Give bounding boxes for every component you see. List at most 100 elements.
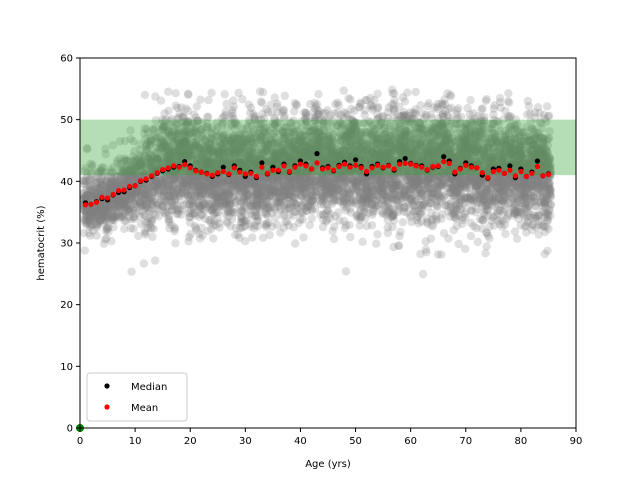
raw-point	[113, 201, 123, 210]
raw-point	[91, 183, 100, 192]
raw-point	[112, 206, 122, 215]
raw-point	[91, 178, 101, 187]
raw-point	[96, 184, 105, 193]
raw-point	[116, 212, 125, 221]
raw-point	[96, 185, 106, 194]
raw-point	[108, 204, 118, 213]
raw-point	[127, 267, 136, 276]
raw-point	[90, 208, 99, 217]
raw-point	[96, 213, 106, 222]
raw-point	[84, 189, 93, 198]
raw-point	[108, 206, 117, 215]
raw-point	[92, 202, 102, 211]
raw-point	[80, 192, 89, 201]
raw-point	[108, 215, 118, 224]
raw-point	[93, 208, 103, 217]
raw-point	[99, 171, 108, 180]
raw-point	[98, 207, 108, 216]
raw-point	[115, 203, 124, 212]
raw-point	[93, 188, 103, 198]
raw-point	[87, 207, 97, 216]
raw-point	[115, 198, 125, 207]
raw-point	[85, 212, 94, 221]
raw-point	[81, 207, 91, 216]
raw-point	[82, 176, 91, 186]
raw-point	[164, 106, 173, 115]
raw-point	[94, 185, 103, 194]
raw-point	[101, 214, 110, 224]
raw-point	[115, 196, 125, 206]
raw-point	[85, 219, 95, 229]
raw-point	[104, 222, 113, 231]
raw-point	[92, 205, 101, 214]
raw-point	[112, 179, 122, 188]
raw-point	[110, 216, 119, 225]
raw-point	[107, 215, 117, 224]
raw-point	[107, 178, 116, 187]
raw-point	[112, 196, 121, 206]
raw-point	[97, 181, 106, 190]
raw-point	[109, 200, 118, 209]
raw-point	[101, 202, 111, 212]
raw-point	[373, 230, 382, 239]
raw-point	[99, 214, 109, 223]
raw-point	[109, 182, 118, 192]
raw-point	[107, 212, 117, 222]
raw-point	[92, 202, 101, 212]
raw-point	[99, 212, 108, 221]
raw-point	[107, 178, 116, 187]
raw-point	[116, 195, 125, 205]
raw-point	[91, 191, 100, 200]
raw-point	[87, 187, 97, 196]
raw-point	[96, 166, 105, 176]
raw-point	[83, 168, 92, 178]
raw-point	[339, 86, 348, 95]
raw-point	[85, 211, 94, 220]
raw-point	[87, 206, 96, 216]
plot-background	[80, 58, 576, 428]
raw-point	[87, 185, 97, 194]
raw-point	[110, 204, 120, 213]
raw-point	[92, 214, 101, 223]
raw-point	[148, 232, 157, 242]
raw-point	[305, 221, 314, 230]
raw-point	[92, 216, 102, 226]
raw-point	[88, 208, 97, 218]
raw-point	[209, 234, 218, 243]
raw-point	[99, 201, 108, 210]
raw-point	[85, 207, 95, 216]
raw-point	[97, 200, 107, 210]
raw-point	[87, 162, 97, 172]
raw-point	[103, 184, 113, 193]
raw-point	[104, 184, 113, 194]
raw-point	[116, 178, 125, 188]
raw-point	[109, 213, 118, 222]
raw-point	[139, 259, 148, 268]
raw-point	[173, 103, 182, 113]
raw-point	[105, 182, 114, 191]
raw-point	[102, 202, 112, 211]
raw-point	[81, 180, 90, 189]
raw-point	[80, 215, 89, 224]
raw-point	[107, 166, 116, 175]
raw-point	[103, 224, 112, 233]
raw-point	[100, 186, 109, 195]
raw-point	[88, 213, 98, 222]
raw-point	[96, 173, 106, 182]
raw-point	[86, 192, 95, 201]
raw-point	[109, 198, 118, 208]
raw-point	[101, 168, 110, 177]
raw-point	[195, 234, 205, 243]
raw-point	[105, 201, 114, 210]
raw-point	[84, 215, 93, 225]
raw-point	[85, 205, 95, 214]
raw-point	[84, 187, 94, 196]
raw-point	[108, 178, 118, 187]
raw-point	[110, 178, 120, 187]
raw-point	[103, 214, 113, 223]
raw-point	[91, 203, 100, 213]
raw-point	[82, 172, 91, 182]
raw-point	[101, 186, 110, 195]
raw-point	[113, 159, 122, 168]
raw-point	[105, 185, 114, 194]
